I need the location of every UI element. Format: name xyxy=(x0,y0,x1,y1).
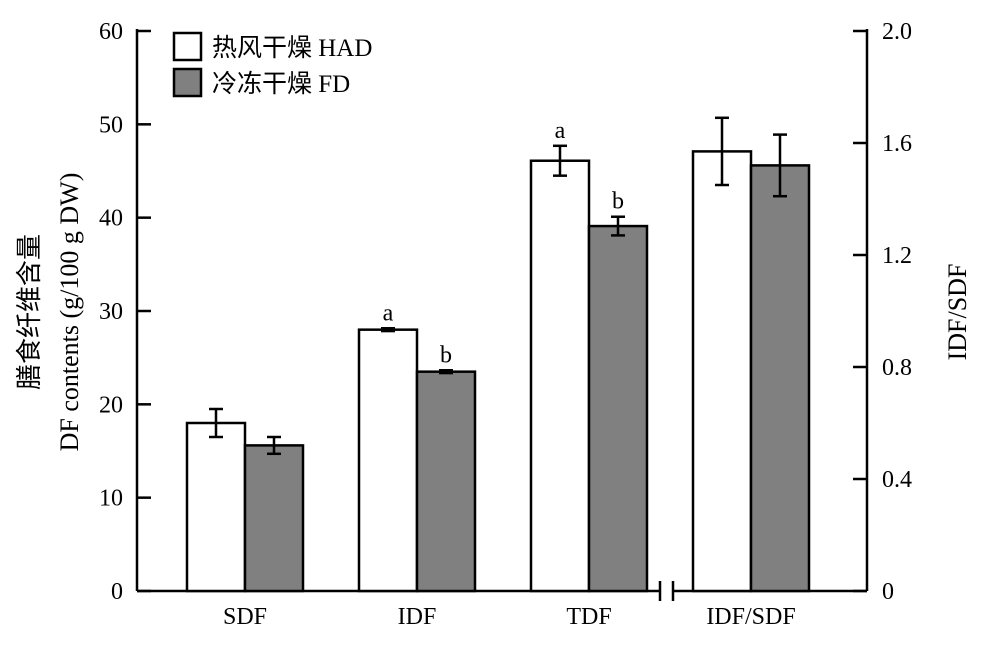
y2-tick-label: 2.0 xyxy=(882,19,912,45)
legend-swatch-series-2 xyxy=(172,67,203,98)
y2-tick-label: 0.8 xyxy=(882,355,912,381)
x-tick-label-tdf: TDF xyxy=(566,604,611,630)
bar-tdf-series-1 xyxy=(529,159,591,593)
y2-axis-title: IDF/SDF xyxy=(943,264,972,361)
x-tick-label-idf: IDF xyxy=(398,604,437,630)
significance-label: b xyxy=(612,189,624,215)
legend-swatch-series-1 xyxy=(172,31,203,62)
y-tick-label: 60 xyxy=(99,19,123,45)
chart-bars: a b a b xyxy=(185,116,811,593)
chart-ticks: 0 10 20 30 40 50 60 0 0.4 0.8 1.2 1.6 2.0 SDF IDF TDF ID… xyxy=(99,19,912,630)
y2-tick-label: 1.2 xyxy=(882,243,912,269)
x-tick-label-idf-sdf: IDF/SDF xyxy=(706,604,795,630)
y-axis-title-chinese: 膳食纤维含量 xyxy=(15,234,44,390)
y-tick-label: 0 xyxy=(111,579,123,605)
x-tick-label-sdf: SDF xyxy=(223,604,267,630)
y2-tick-label: 0 xyxy=(882,579,894,605)
y-tick-label: 20 xyxy=(99,392,123,418)
y-tick-label: 10 xyxy=(99,486,123,512)
bar-idf-sdf-series-2 xyxy=(749,164,811,593)
bar-idf-sdf-series-1 xyxy=(691,150,753,593)
bar-idf-series-2 xyxy=(415,370,477,593)
significance-label: a xyxy=(555,118,566,144)
significance-label: b xyxy=(440,342,452,368)
bar-sdf-series-1 xyxy=(185,421,247,593)
y2-tick-label: 1.6 xyxy=(882,131,912,157)
y-axis-title-english: DF contents (g/100 g DW) xyxy=(55,173,84,452)
significance-label: a xyxy=(383,300,394,326)
legend-label-series-1: 热风干燥 HAD xyxy=(212,34,372,62)
y-tick-label: 40 xyxy=(99,206,123,232)
y-tick-label: 50 xyxy=(99,112,123,138)
bar-idf-series-1 xyxy=(357,328,419,593)
y2-tick-label: 0.4 xyxy=(882,467,912,493)
bar-sdf-series-2 xyxy=(243,444,305,593)
legend-label-series-2: 冷冻干燥 FD xyxy=(212,70,350,98)
y-tick-label: 30 xyxy=(99,299,123,325)
chart-legend: 热风干燥 HAD 冷冻干燥 FD xyxy=(172,31,372,98)
bar-tdf-series-2 xyxy=(587,224,649,593)
